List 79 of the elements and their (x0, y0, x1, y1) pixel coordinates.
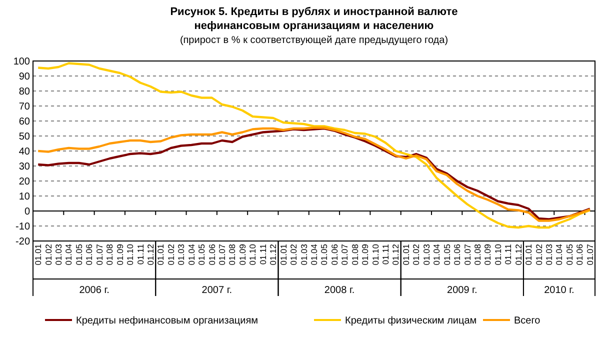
x-tick-label: 01.08 (104, 244, 115, 266)
y-tick-label: -20 (16, 236, 30, 248)
x-tick-label: 01.06 (206, 244, 217, 266)
x-tick-label: 01.05 (564, 244, 574, 266)
x-tick-label: 01.04 (186, 244, 196, 266)
x-tick-label: 01.07 (340, 244, 350, 266)
y-tick-label: -10 (16, 222, 30, 232)
x-tick-label: 01.06 (452, 244, 462, 266)
x-tick-label: 01.05 (319, 244, 330, 266)
x-tick-label: 01.03 (544, 244, 554, 266)
x-tick-label: 01.05 (196, 244, 207, 266)
y-tick-label: 10 (18, 192, 30, 202)
x-tick-label: 01.02 (534, 244, 544, 266)
x-tick-label: 01.02 (288, 244, 299, 266)
y-tick-label: 20 (18, 176, 30, 188)
x-tick-label: 01.02 (43, 244, 54, 266)
line-series (37, 62, 591, 229)
x-tick-label: 01.01 (156, 244, 166, 266)
legend-label: Всего (514, 316, 541, 326)
x-tick-label: 01.06 (84, 244, 94, 266)
x-tick-label: 01.06 (574, 244, 585, 266)
x-tick-label: 01.04 (554, 244, 564, 266)
x-tick-label: 01.03 (54, 244, 64, 266)
legend-label: Кредиты нефинансовым организациям (76, 316, 258, 326)
x-tick-label: 01.05 (442, 244, 452, 266)
x-tick-label: 01.11 (380, 244, 390, 265)
x-tick-label: 01.09 (237, 244, 248, 266)
x-tick-label: 01.07 (217, 244, 228, 266)
x-tick-label: 01.09 (482, 244, 493, 266)
x-tick-label: 01.02 (411, 244, 422, 266)
x-tick-label: 01.10 (125, 244, 136, 266)
text: 2009 г. (447, 285, 478, 296)
x-tick-label: 01.05 (74, 244, 84, 266)
x-tick-label: 01.08 (472, 244, 482, 266)
x-tick-label: 01.03 (298, 244, 309, 266)
x-tick-label: 01.09 (360, 244, 370, 266)
x-tick-label: 01.01 (524, 244, 534, 266)
x-tick-label: 01.04 (432, 244, 442, 266)
x-tick-label: 01.04 (308, 244, 319, 266)
text: 2007 г. (202, 285, 232, 296)
chart-subtitle: (прирост в % к соответствующей дате предыдущего года) (180, 35, 448, 46)
y-tick-label: 60 (18, 116, 30, 128)
x-tick-label: 01.11 (258, 244, 268, 265)
x-tick-label: 01.11 (503, 244, 514, 265)
x-tick-label: 01.09 (114, 244, 125, 266)
legend-label: Кредиты физическим лицам (345, 316, 477, 326)
x-tick-label: 01.11 (135, 244, 146, 265)
x-tick-label: 01.10 (248, 244, 258, 266)
x-tick-label: 01.03 (176, 244, 186, 266)
chart-title: Рисунок 5. Кредиты в рублях и иностранной валюте нефинансовым организациям и населению (170, 6, 458, 32)
text: 2008 г. (324, 285, 355, 296)
x-tick-label: 01.10 (370, 244, 380, 266)
x-tick-label: 01.07 (462, 244, 472, 266)
x-tick-label: 01.06 (329, 244, 340, 266)
x-tick-label: 01.12 (268, 244, 278, 266)
y-tick-label: 90 (18, 72, 30, 82)
y-tick-label: 70 (18, 102, 30, 112)
y-tick-label: 100 (13, 56, 30, 68)
x-tick-label: 01.08 (350, 244, 360, 266)
y-tick-label: 80 (18, 86, 30, 98)
x-tick-label: 01.12 (513, 244, 524, 266)
x-tick-label: 01.04 (64, 244, 74, 266)
y-tick-label: 40 (18, 146, 30, 158)
x-tick-label: 01.10 (492, 244, 503, 266)
x-tick-label: 01.07 (584, 244, 595, 266)
x-tick-label: 01.12 (145, 244, 156, 266)
x-tick-label: 01.03 (421, 244, 432, 266)
x-tick-label: 01.01 (33, 244, 44, 266)
x-tick-label: 01.07 (94, 244, 104, 266)
x-tick-label: 01.02 (166, 244, 176, 266)
text: 2006 г. (79, 285, 110, 296)
y-tick-label: 0 (24, 206, 30, 218)
x-tick-label: 01.01 (400, 244, 411, 266)
x-tick-label: 01.12 (390, 244, 401, 266)
y-tick-label: 30 (18, 162, 30, 172)
x-tick-label: 01.08 (227, 244, 238, 266)
x-tick-label: 01.01 (278, 244, 288, 266)
y-tick-label: 50 (18, 132, 30, 142)
text: 2010 г. (544, 285, 574, 296)
